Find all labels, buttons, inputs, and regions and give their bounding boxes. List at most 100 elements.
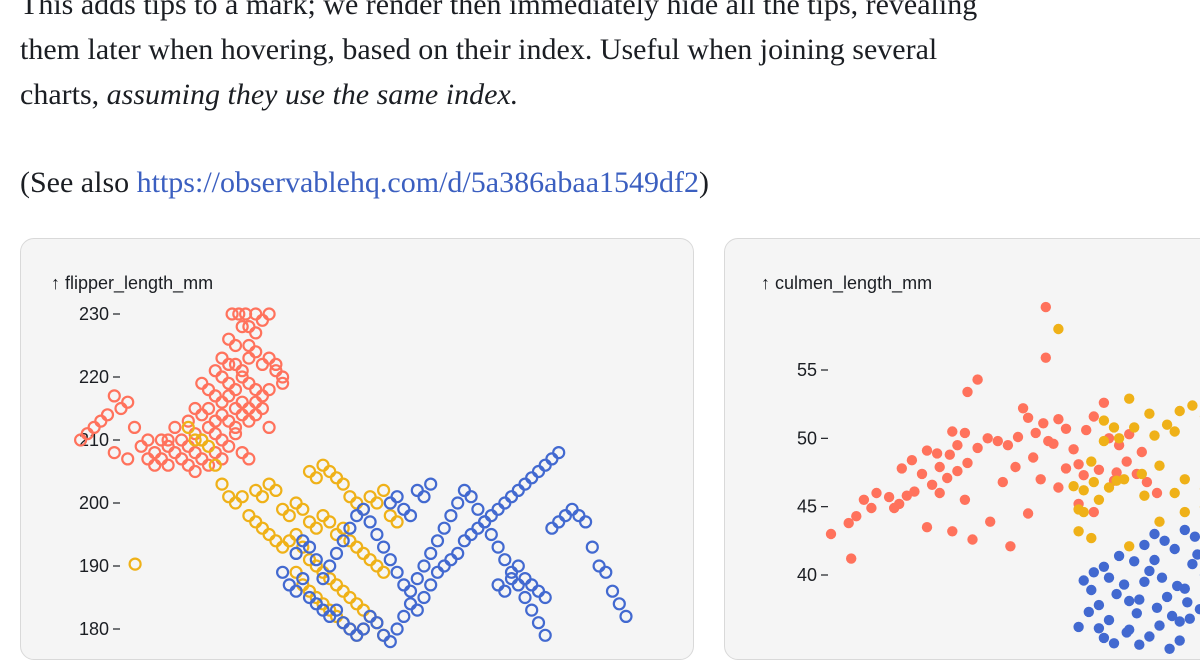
data-point[interactable] <box>1104 573 1114 583</box>
data-point[interactable] <box>217 479 228 490</box>
data-point[interactable] <box>412 573 423 584</box>
data-point[interactable] <box>1129 556 1139 566</box>
data-point[interactable] <box>1086 533 1096 543</box>
data-point[interactable] <box>264 309 275 320</box>
data-point[interactable] <box>1149 529 1159 539</box>
data-point[interactable] <box>109 390 120 401</box>
data-point[interactable] <box>203 422 214 433</box>
data-point[interactable] <box>1154 620 1164 630</box>
data-point[interactable] <box>425 579 436 590</box>
data-point[interactable] <box>1104 615 1114 625</box>
data-point[interactable] <box>243 340 254 351</box>
data-point[interactable] <box>533 586 544 597</box>
data-point[interactable] <box>331 472 342 483</box>
notebook-link[interactable]: https://observablehq.com/d/5a386abaa1549… <box>137 166 699 199</box>
data-point[interactable] <box>1175 406 1185 416</box>
data-point[interactable] <box>291 548 302 559</box>
data-point[interactable] <box>1068 444 1078 454</box>
data-point[interactable] <box>412 605 423 616</box>
data-point[interactable] <box>203 441 214 452</box>
data-point[interactable] <box>1013 432 1023 442</box>
data-point[interactable] <box>1187 400 1197 410</box>
data-point[interactable] <box>243 510 254 521</box>
data-point[interactable] <box>1099 415 1109 425</box>
data-point[interactable] <box>932 448 942 458</box>
data-point[interactable] <box>1018 403 1028 413</box>
data-point[interactable] <box>385 554 396 565</box>
data-point[interactable] <box>1089 567 1099 577</box>
data-point[interactable] <box>479 516 490 527</box>
data-point[interactable] <box>324 516 335 527</box>
data-point[interactable] <box>419 561 430 572</box>
data-point[interactable] <box>169 447 180 458</box>
data-point[interactable] <box>902 491 912 501</box>
data-point[interactable] <box>927 480 937 490</box>
data-point[interactable] <box>1134 640 1144 650</box>
data-point[interactable] <box>1094 600 1104 610</box>
data-point[interactable] <box>540 460 551 471</box>
data-point[interactable] <box>1175 635 1185 645</box>
data-point[interactable] <box>533 466 544 477</box>
data-point[interactable] <box>1053 414 1063 424</box>
data-point[interactable] <box>149 460 160 471</box>
data-point[interactable] <box>1190 532 1200 542</box>
data-point[interactable] <box>1089 507 1099 517</box>
data-point[interactable] <box>499 554 510 565</box>
data-point[interactable] <box>243 416 254 427</box>
data-point[interactable] <box>513 579 524 590</box>
data-point[interactable] <box>553 447 564 458</box>
data-point[interactable] <box>520 573 531 584</box>
data-point[interactable] <box>365 611 376 622</box>
data-point[interactable] <box>250 516 261 527</box>
data-point[interactable] <box>129 422 140 433</box>
data-point[interactable] <box>540 592 551 603</box>
data-point[interactable] <box>230 498 241 509</box>
data-point[interactable] <box>493 579 504 590</box>
data-point[interactable] <box>176 453 187 464</box>
data-point[interactable] <box>210 460 221 471</box>
data-point[interactable] <box>1172 581 1182 591</box>
data-point[interactable] <box>952 466 962 476</box>
data-point[interactable] <box>338 617 349 628</box>
data-point[interactable] <box>425 479 436 490</box>
data-point[interactable] <box>230 384 241 395</box>
data-point[interactable] <box>1162 592 1172 602</box>
data-point[interactable] <box>257 359 268 370</box>
data-point[interactable] <box>338 586 349 597</box>
data-point[interactable] <box>419 491 430 502</box>
data-point[interactable] <box>922 522 932 532</box>
data-point[interactable] <box>331 529 342 540</box>
data-point[interactable] <box>1109 638 1119 648</box>
data-point[interactable] <box>392 567 403 578</box>
data-point[interactable] <box>859 495 869 505</box>
data-point[interactable] <box>398 579 409 590</box>
data-point[interactable] <box>533 617 544 628</box>
data-point[interactable] <box>250 397 261 408</box>
data-point[interactable] <box>243 403 254 414</box>
data-point[interactable] <box>223 378 234 389</box>
data-point[interactable] <box>917 469 927 479</box>
data-point[interactable] <box>1144 566 1154 576</box>
data-point[interactable] <box>311 523 322 534</box>
data-point[interactable] <box>1068 481 1078 491</box>
data-point[interactable] <box>217 453 228 464</box>
data-point[interactable] <box>1031 428 1041 438</box>
data-point[interactable] <box>405 598 416 609</box>
data-point[interactable] <box>217 397 228 408</box>
data-point[interactable] <box>196 409 207 420</box>
data-point[interactable] <box>176 435 187 446</box>
data-point[interactable] <box>257 491 268 502</box>
data-point[interactable] <box>1111 589 1121 599</box>
data-point[interactable] <box>942 473 952 483</box>
data-point[interactable] <box>210 447 221 458</box>
data-point[interactable] <box>257 315 268 326</box>
data-point[interactable] <box>358 624 369 635</box>
data-point[interactable] <box>486 529 497 540</box>
data-point[interactable] <box>972 443 982 453</box>
data-point[interactable] <box>190 403 201 414</box>
data-point[interactable] <box>237 321 248 332</box>
data-point[interactable] <box>1094 623 1104 633</box>
data-point[interactable] <box>1073 622 1083 632</box>
data-point[interactable] <box>907 455 917 465</box>
